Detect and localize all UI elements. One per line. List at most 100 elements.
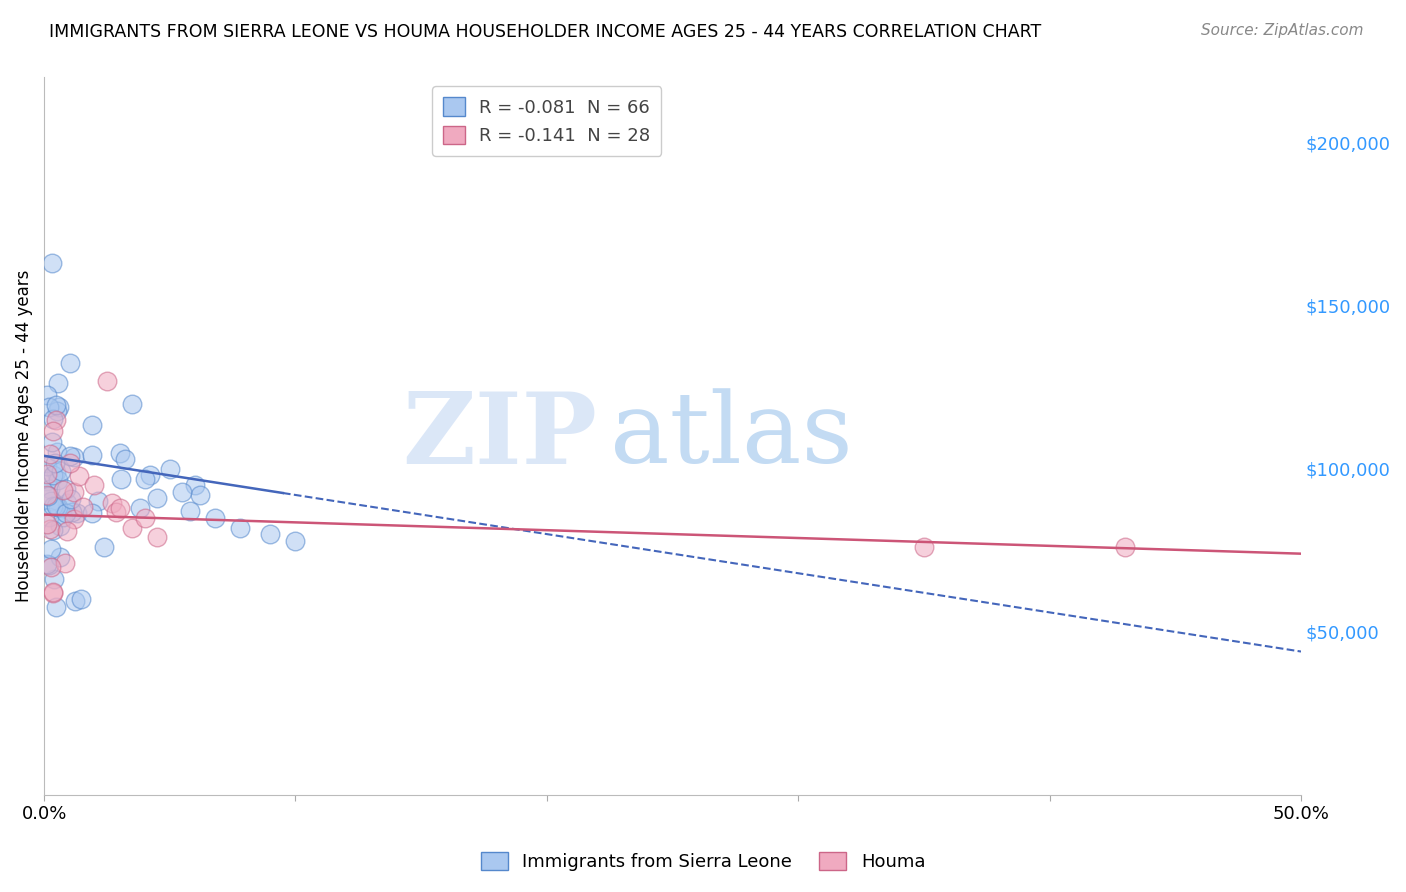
Point bbox=[63, 485, 86, 500]
Text: Source: ZipAtlas.com: Source: ZipAtlas.com bbox=[1201, 23, 1364, 38]
Point bbox=[55, 506, 77, 520]
Point bbox=[63, 512, 86, 526]
Point bbox=[51, 510, 73, 524]
Point bbox=[46, 473, 69, 487]
Point bbox=[38, 522, 60, 536]
Legend: R = -0.081  N = 66, R = -0.141  N = 28: R = -0.081 N = 66, R = -0.141 N = 28 bbox=[433, 87, 661, 156]
Point bbox=[204, 510, 226, 524]
Point bbox=[108, 445, 131, 459]
Point bbox=[56, 496, 79, 510]
Point bbox=[69, 592, 91, 607]
Text: IMMIGRANTS FROM SIERRA LEONE VS HOUMA HOUSEHOLDER INCOME AGES 25 - 44 YEARS CORR: IMMIGRANTS FROM SIERRA LEONE VS HOUMA HO… bbox=[49, 23, 1042, 41]
Point bbox=[82, 417, 104, 432]
Point bbox=[146, 491, 169, 506]
Point bbox=[48, 518, 70, 533]
Point bbox=[42, 412, 65, 426]
Point bbox=[159, 462, 181, 476]
Point bbox=[44, 456, 66, 470]
Point bbox=[912, 540, 935, 554]
Point bbox=[35, 458, 58, 473]
Point bbox=[41, 584, 63, 599]
Point bbox=[93, 540, 115, 554]
Point bbox=[80, 448, 103, 462]
Point bbox=[53, 556, 76, 570]
Point bbox=[45, 398, 67, 412]
Point bbox=[121, 520, 143, 534]
Point bbox=[42, 500, 65, 514]
Point bbox=[46, 445, 69, 459]
Point bbox=[284, 533, 307, 548]
Point bbox=[134, 472, 156, 486]
Point bbox=[59, 457, 82, 471]
Point bbox=[229, 520, 252, 534]
Y-axis label: Householder Income Ages 25 - 44 years: Householder Income Ages 25 - 44 years bbox=[15, 270, 32, 602]
Point bbox=[60, 504, 83, 518]
Point bbox=[37, 489, 59, 503]
Text: atlas: atlas bbox=[610, 388, 852, 484]
Point bbox=[42, 468, 65, 483]
Point bbox=[35, 517, 58, 532]
Point bbox=[39, 447, 62, 461]
Point bbox=[63, 594, 86, 608]
Point bbox=[121, 397, 143, 411]
Point bbox=[38, 509, 60, 524]
Point bbox=[1114, 540, 1136, 554]
Point bbox=[87, 493, 110, 508]
Point bbox=[134, 510, 156, 524]
Point bbox=[42, 572, 65, 586]
Point bbox=[55, 482, 77, 496]
Point bbox=[62, 450, 84, 464]
Point bbox=[172, 484, 194, 499]
Point bbox=[35, 488, 58, 502]
Point bbox=[60, 492, 83, 507]
Legend: Immigrants from Sierra Leone, Houma: Immigrants from Sierra Leone, Houma bbox=[474, 845, 932, 879]
Point bbox=[128, 501, 150, 516]
Point bbox=[101, 496, 124, 510]
Point bbox=[83, 478, 105, 492]
Point bbox=[41, 256, 63, 270]
Point bbox=[105, 505, 128, 519]
Point bbox=[108, 501, 131, 516]
Point bbox=[35, 388, 58, 402]
Point bbox=[66, 506, 89, 520]
Point bbox=[138, 468, 160, 483]
Point bbox=[52, 483, 75, 497]
Point bbox=[35, 474, 58, 488]
Text: ZIP: ZIP bbox=[402, 388, 598, 484]
Point bbox=[42, 523, 65, 537]
Point bbox=[59, 356, 82, 370]
Point bbox=[110, 472, 132, 486]
Point bbox=[46, 376, 69, 390]
Point bbox=[46, 500, 69, 515]
Point bbox=[45, 403, 67, 417]
Point bbox=[39, 560, 62, 574]
Point bbox=[42, 585, 65, 599]
Point bbox=[41, 435, 63, 450]
Point bbox=[59, 449, 82, 463]
Point bbox=[39, 493, 62, 508]
Point bbox=[51, 464, 73, 478]
Point bbox=[38, 558, 60, 572]
Point bbox=[35, 467, 58, 482]
Point bbox=[72, 500, 94, 514]
Point bbox=[179, 504, 201, 518]
Point bbox=[39, 482, 62, 496]
Point bbox=[45, 500, 67, 514]
Point bbox=[38, 400, 60, 414]
Point bbox=[56, 524, 79, 538]
Point bbox=[82, 506, 104, 520]
Point bbox=[67, 469, 90, 483]
Point bbox=[49, 549, 72, 564]
Point bbox=[188, 488, 211, 502]
Point bbox=[45, 466, 67, 480]
Point bbox=[114, 452, 136, 467]
Point bbox=[35, 558, 58, 572]
Point bbox=[45, 412, 67, 426]
Point bbox=[96, 374, 118, 388]
Point bbox=[45, 599, 67, 614]
Point bbox=[39, 542, 62, 557]
Point bbox=[42, 425, 65, 439]
Point bbox=[48, 400, 70, 414]
Point bbox=[184, 478, 207, 492]
Point bbox=[146, 530, 169, 544]
